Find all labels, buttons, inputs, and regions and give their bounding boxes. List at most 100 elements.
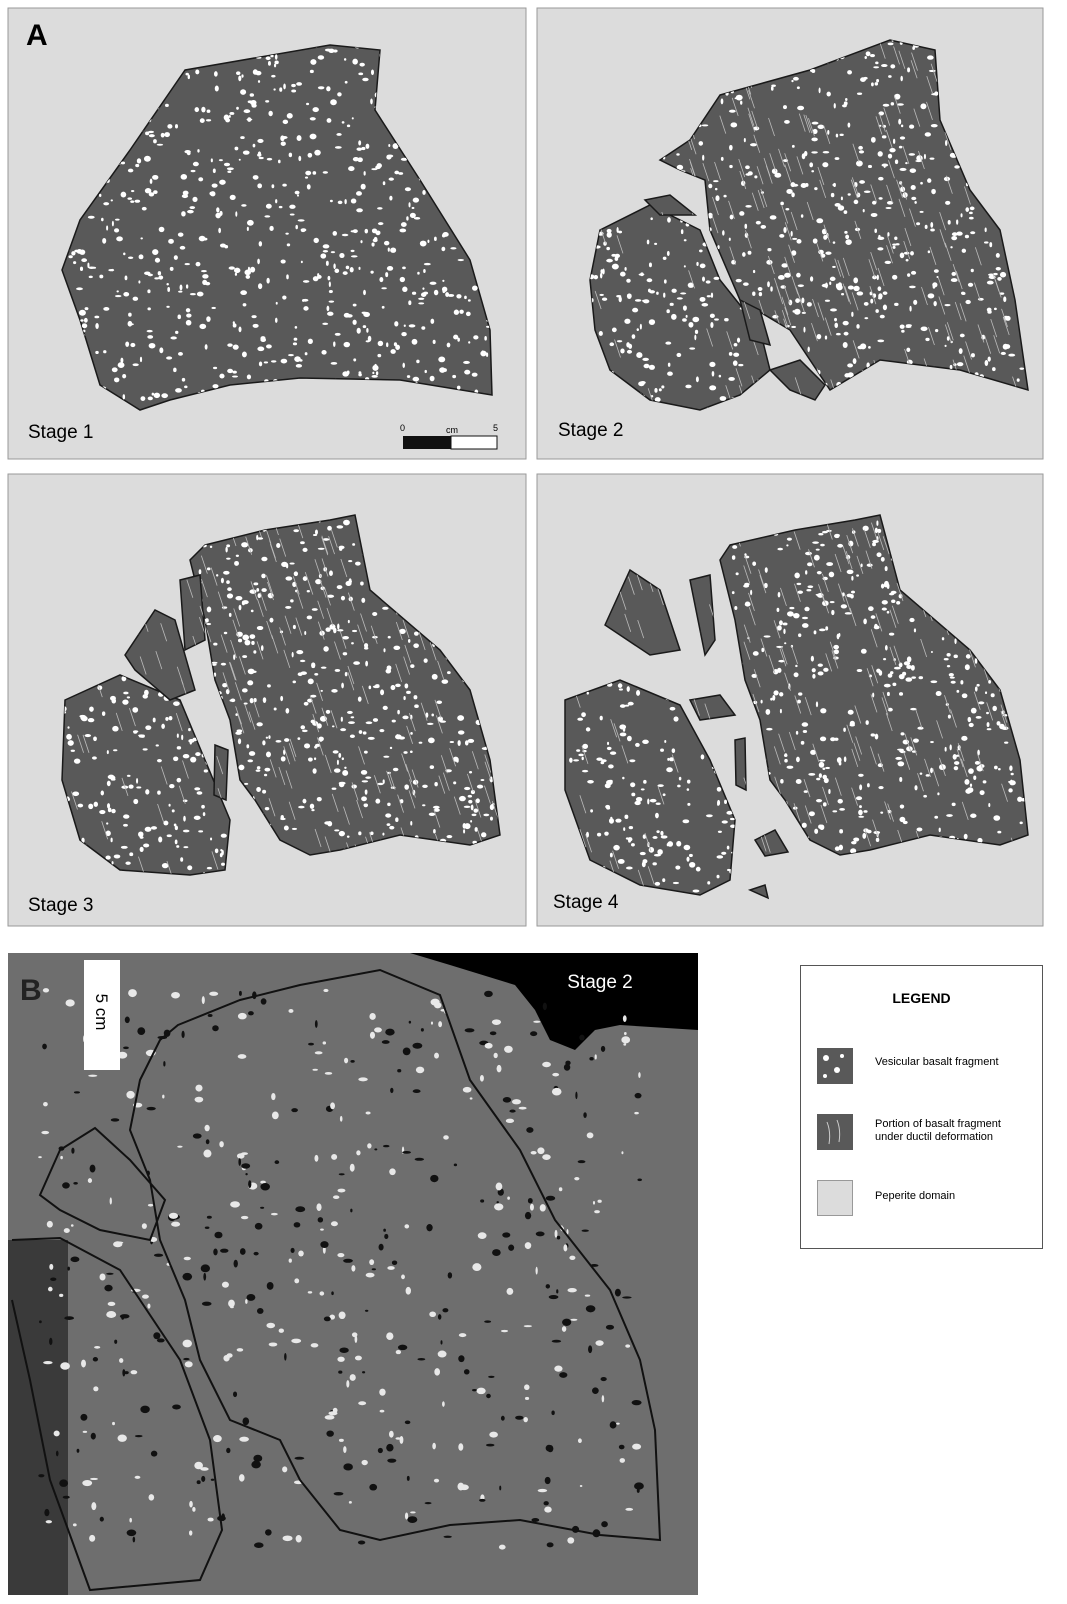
vesicle — [341, 596, 345, 601]
photo-vesicle — [204, 1125, 209, 1131]
vesicle — [250, 634, 256, 639]
vesicle — [798, 692, 802, 695]
vesicle — [839, 761, 842, 765]
vesicle — [947, 653, 951, 657]
vesicle — [121, 846, 128, 849]
photo-vesicle — [587, 1132, 594, 1138]
vesicle — [143, 748, 148, 750]
vesicle — [994, 308, 997, 311]
vesicle — [871, 213, 878, 217]
vesicle — [123, 814, 129, 818]
vesicle — [364, 171, 366, 175]
vesicle — [924, 154, 926, 159]
vesicle — [916, 222, 920, 225]
vesicle — [468, 795, 472, 798]
photo-vesicle — [502, 1232, 510, 1237]
photo-vesicle — [237, 1153, 245, 1158]
vesicle — [667, 251, 670, 256]
vesicle — [85, 307, 89, 310]
vesicle — [710, 322, 713, 328]
photo-vesicle — [238, 1013, 247, 1020]
vesicle — [795, 298, 800, 303]
vesicle — [373, 238, 378, 242]
photo-vesicle — [234, 1260, 238, 1268]
vesicle — [766, 709, 771, 715]
vesicle — [153, 139, 157, 143]
vesicle — [789, 607, 794, 609]
vesicle — [801, 183, 807, 188]
vesicle — [808, 773, 815, 776]
vesicle — [115, 219, 120, 221]
vesicle — [167, 834, 172, 837]
vesicle — [772, 695, 775, 701]
vesicle — [183, 799, 188, 802]
vesicle — [656, 830, 659, 833]
vesicle — [987, 722, 990, 727]
vesicle — [968, 283, 973, 287]
vesicle — [590, 809, 593, 812]
vesicle — [159, 227, 165, 232]
vesicle — [851, 312, 853, 317]
vesicle — [866, 720, 869, 725]
photo-vesicle — [544, 1501, 549, 1505]
vesicle — [385, 813, 391, 817]
vesicle — [917, 828, 923, 832]
vesicle — [947, 665, 950, 667]
photo-vesicle — [192, 1507, 195, 1512]
vesicle — [744, 553, 746, 556]
photo-vesicle — [490, 1031, 497, 1035]
vesicle — [235, 273, 237, 276]
vesicle — [1003, 344, 1009, 350]
vesicle — [587, 692, 589, 695]
vesicle — [722, 230, 725, 235]
legend: LEGEND Vesicular basalt fragment Portion… — [800, 965, 1043, 1249]
vesicle — [876, 838, 880, 842]
vesicle — [366, 328, 368, 333]
vesicle — [883, 104, 889, 107]
vesicle — [945, 345, 947, 347]
vesicle — [301, 261, 303, 264]
vesicle — [221, 834, 227, 838]
vesicle — [140, 237, 143, 239]
vesicle — [607, 229, 612, 233]
vesicle — [773, 690, 778, 695]
vesicle — [319, 737, 323, 742]
photo-vesicle — [361, 1460, 367, 1465]
vesicle — [403, 751, 407, 754]
vesicle — [190, 206, 196, 209]
vesicle — [115, 295, 121, 297]
vesicle — [264, 774, 267, 777]
vesicle — [165, 717, 168, 721]
vesicle — [149, 343, 156, 348]
photo-vesicle — [623, 1043, 626, 1045]
vesicle — [235, 713, 237, 716]
vesicle — [834, 103, 836, 108]
vesicle — [391, 685, 396, 690]
vesicle — [212, 384, 218, 388]
vesicle — [797, 86, 800, 89]
vesicle — [663, 293, 665, 298]
vesicle — [250, 93, 254, 97]
vesicle — [892, 683, 896, 686]
photo-vesicle — [320, 1229, 324, 1231]
vesicle — [816, 218, 823, 223]
photo-vesicle — [440, 1340, 442, 1344]
vesicle — [164, 132, 170, 137]
vesicle — [833, 241, 836, 243]
photo-vesicle — [110, 1197, 112, 1204]
vesicle — [866, 51, 871, 56]
vesicle — [251, 315, 256, 318]
vesicle — [619, 688, 623, 690]
vesicle — [750, 143, 757, 146]
photo-vesicle — [379, 1389, 385, 1396]
vesicle — [226, 558, 230, 560]
vesicle — [111, 698, 116, 703]
vesicle — [170, 267, 174, 271]
vesicle — [302, 799, 306, 804]
photo-vesicle — [323, 989, 328, 992]
photo-vesicle — [44, 1509, 49, 1516]
vesicle — [736, 279, 742, 283]
vesicle — [647, 799, 649, 805]
vesicle — [167, 124, 172, 129]
vesicle — [356, 148, 362, 151]
